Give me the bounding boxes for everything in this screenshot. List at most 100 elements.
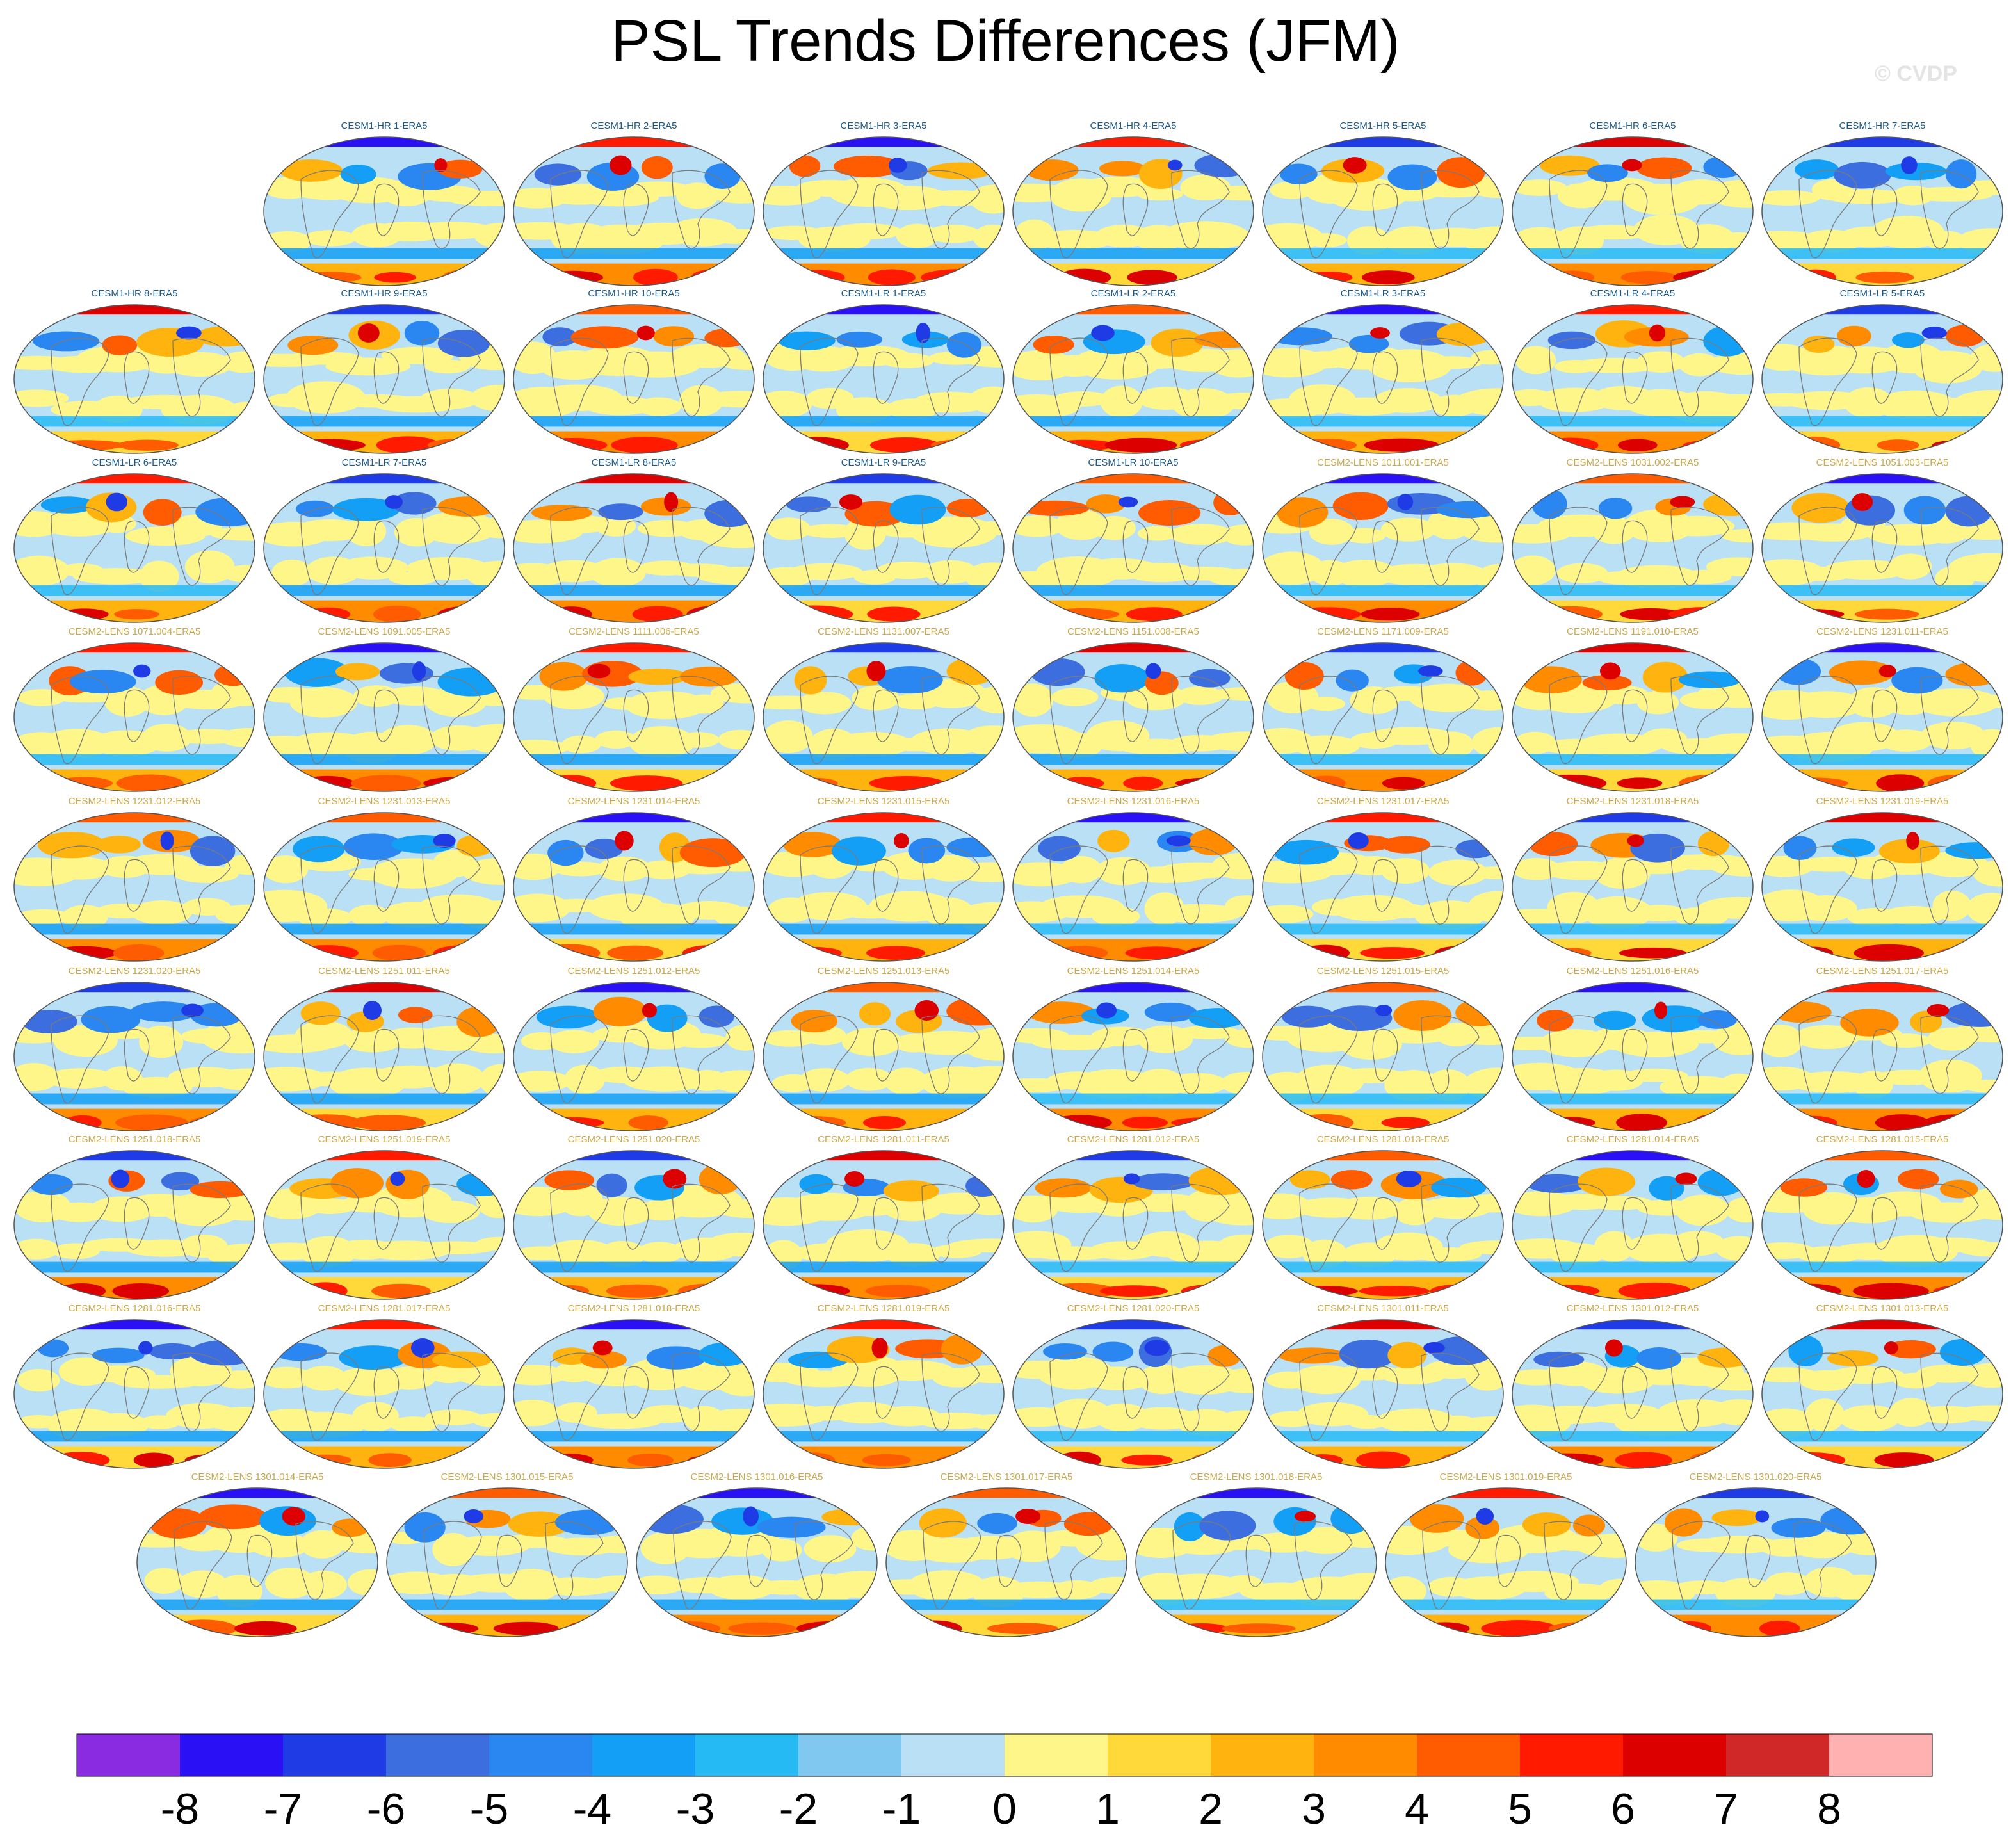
coastline xyxy=(672,1183,731,1263)
coastline xyxy=(1171,1015,1230,1094)
positive-anomaly-blob xyxy=(104,686,150,717)
negative-anomaly-band xyxy=(763,416,1004,427)
coastline xyxy=(422,337,481,417)
positive-anomaly-blob xyxy=(1932,890,1971,921)
positive-anomaly-blob xyxy=(1631,905,1688,922)
coastline xyxy=(51,337,109,426)
anomaly-core xyxy=(642,1003,658,1018)
positive-anomaly-blob xyxy=(503,1568,561,1602)
northern-anomaly-blob xyxy=(1289,1170,1330,1190)
globe-outline xyxy=(763,304,1005,454)
globe-outline xyxy=(263,812,505,962)
map-projection xyxy=(513,642,755,792)
globe-outline xyxy=(13,1150,255,1300)
anomaly-core xyxy=(1755,1510,1770,1523)
negative-anomaly-band xyxy=(1762,754,2003,765)
positive-anomaly-blob xyxy=(1949,1023,2003,1042)
northern-anomaly-blob xyxy=(69,670,136,694)
coastline xyxy=(172,1183,231,1263)
positive-anomaly-blob xyxy=(1088,1576,1127,1594)
map-projection xyxy=(1512,304,1754,454)
southern-anomaly-blob xyxy=(1759,1620,1800,1637)
positive-anomaly-blob xyxy=(621,1066,708,1092)
positive-anomaly-blob xyxy=(1306,233,1347,248)
positive-anomaly-blob xyxy=(418,512,497,544)
coastline xyxy=(51,507,109,596)
negative-anomaly-band xyxy=(763,1261,1004,1273)
coastline xyxy=(1793,1521,1852,1600)
coastline xyxy=(545,1521,604,1600)
globe-outline xyxy=(1512,642,1754,792)
northern-anomaly-blob xyxy=(335,663,380,681)
positive-anomaly-blob xyxy=(1420,356,1483,369)
coastline xyxy=(1920,1015,1979,1094)
southern-anomaly-blob xyxy=(1122,1116,1168,1129)
positive-anomaly-blob xyxy=(625,691,707,720)
coastline xyxy=(1544,1521,1603,1600)
positive-anomaly-blob xyxy=(1577,733,1663,757)
southern-anomaly-blob xyxy=(1382,777,1425,790)
positive-anomaly-blob xyxy=(588,1197,654,1226)
globe-outline xyxy=(13,982,255,1131)
positive-anomaly-blob xyxy=(884,1067,928,1095)
southern-anomaly-blob xyxy=(1619,947,1687,959)
anomaly-core xyxy=(357,323,380,343)
coastline xyxy=(921,507,980,586)
positive-anomaly-blob xyxy=(382,1366,436,1390)
globe-outline xyxy=(1635,1487,1877,1637)
positive-anomaly-blob xyxy=(926,224,981,243)
positive-anomaly-blob xyxy=(948,1238,1004,1253)
positive-anomaly-blob xyxy=(763,720,813,754)
positive-anomaly-blob xyxy=(799,1068,850,1092)
negative-anomaly-band xyxy=(1762,1431,2003,1442)
positive-anomaly-blob xyxy=(1013,862,1080,887)
northern-anomaly-blob xyxy=(1092,1341,1134,1362)
northern-anomaly-blob xyxy=(1892,332,1925,348)
northern-anomaly-blob xyxy=(404,320,440,346)
anomaly-core xyxy=(106,492,128,512)
positive-anomaly-blob xyxy=(1055,510,1107,540)
coastline xyxy=(550,507,609,596)
southern-anomaly-blob xyxy=(1100,1285,1168,1297)
northern-anomaly-blob xyxy=(1522,1512,1571,1537)
positive-anomaly-blob xyxy=(1825,189,1909,204)
globe-outline xyxy=(1262,1150,1504,1300)
negative-anomaly-band xyxy=(1013,1431,1254,1442)
anomaly-core xyxy=(181,1003,204,1017)
positive-anomaly-blob xyxy=(200,1020,255,1054)
panel-label: CESM1-LR 7-ERA5 xyxy=(341,457,427,468)
positive-anomaly-blob xyxy=(679,385,723,416)
positive-anomaly-blob xyxy=(1203,731,1254,752)
map-projection xyxy=(513,1319,755,1469)
colorbar-tick-label: 0 xyxy=(992,1785,1017,1833)
coastline xyxy=(1171,507,1230,586)
coastline xyxy=(1044,1521,1103,1600)
anomaly-core xyxy=(433,834,456,848)
coastline xyxy=(1372,859,1398,912)
negative-anomaly-band xyxy=(1762,585,2003,596)
globe-outline xyxy=(1761,1319,2003,1469)
anomaly-core xyxy=(1397,494,1414,510)
southern-anomaly-blob xyxy=(1615,1452,1672,1468)
coastline xyxy=(1670,1352,1729,1432)
positive-anomaly-blob xyxy=(337,556,408,580)
negative-anomaly-band xyxy=(1512,416,1753,427)
panel-label: CESM2-LENS 1111.006-ERA5 xyxy=(569,626,699,637)
coastline xyxy=(1622,520,1648,573)
positive-anomaly-blob xyxy=(637,1242,682,1264)
northern-anomaly-blob xyxy=(1277,497,1329,528)
map-projection xyxy=(763,473,1005,623)
anomaly-core xyxy=(1096,1002,1117,1019)
coastline xyxy=(172,845,231,925)
southern-anomaly-blob xyxy=(867,606,921,622)
northern-anomaly-blob xyxy=(1099,161,1146,177)
northern-anomaly-blob xyxy=(332,498,400,521)
globe-outline xyxy=(1512,1319,1754,1469)
anomaly-core xyxy=(1670,496,1695,508)
coastline xyxy=(1299,1183,1358,1272)
coastline xyxy=(1299,170,1358,259)
coastline xyxy=(124,520,150,573)
positive-anomaly-blob xyxy=(1805,1398,1845,1432)
coastline xyxy=(1871,520,1898,573)
northern-anomaly-blob xyxy=(1086,494,1126,514)
